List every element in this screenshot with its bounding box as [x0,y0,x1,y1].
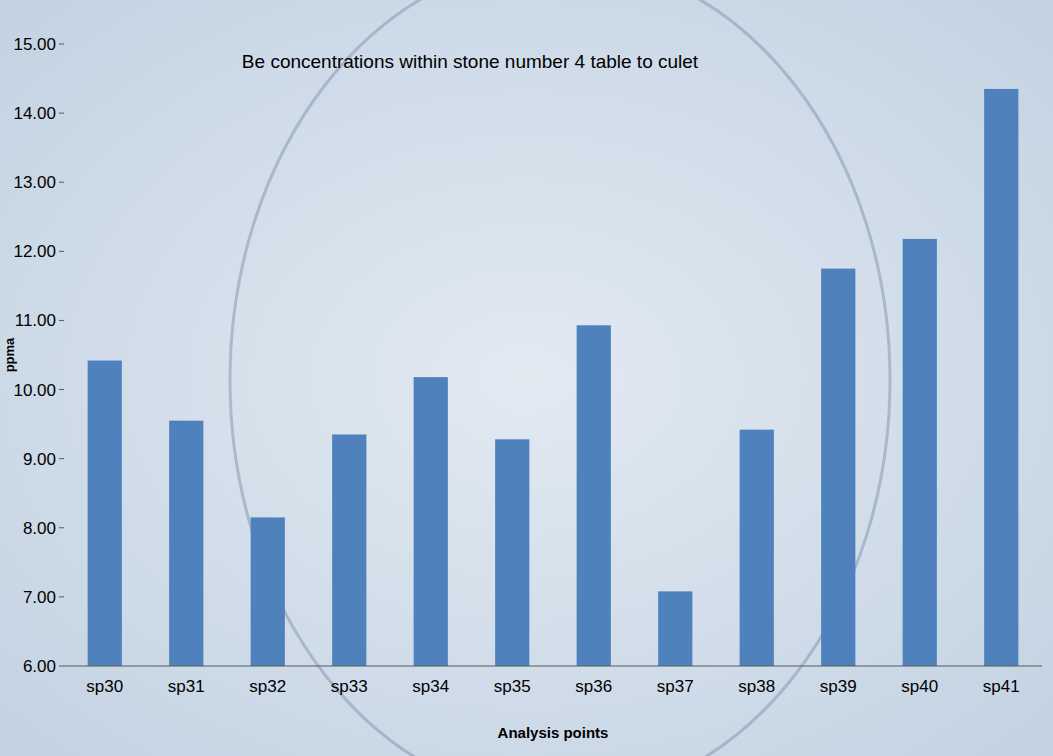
y-tick-label: 10.00 [13,381,56,400]
x-tick-label: sp38 [738,677,775,696]
bars [88,89,1019,666]
bar [332,434,366,666]
y-tick [59,458,64,459]
y-tick [59,666,64,667]
y-tick-label: 13.00 [13,173,56,192]
y-tick-label: 14.00 [13,104,56,123]
x-tick-label: sp35 [494,677,531,696]
y-tick [59,113,64,114]
x-tick-label: sp33 [331,677,368,696]
bar [577,325,611,666]
bar [658,591,692,666]
x-axis-title: Analysis points [498,724,609,741]
x-tick-label: sp30 [86,677,123,696]
x-tick-label: sp39 [820,677,857,696]
x-tick-label: sp36 [575,677,612,696]
x-tick-label: sp32 [249,677,286,696]
x-tick-label: sp31 [168,677,205,696]
bar [740,430,774,666]
bar [903,239,937,666]
bar [251,517,285,666]
x-tick-label: sp34 [412,677,449,696]
y-tick [59,527,64,528]
y-tick [59,182,64,183]
bar [414,377,448,666]
y-tick-label: 15.00 [13,35,56,54]
y-tick [59,320,64,321]
bar [169,421,203,666]
chart: 6.00 7.00 8.00 9.00 10.00 11.00 12.00 13.00 14.0… [0,0,1053,756]
y-tick-label: 6.00 [23,657,56,676]
background [0,0,1053,756]
y-tick-label: 8.00 [23,519,56,538]
y-tick-label: 7.00 [23,588,56,607]
y-tick [59,44,64,45]
stone-outline [230,0,890,756]
bar [984,89,1018,666]
x-tick-label: sp41 [983,677,1020,696]
y-tick [59,596,64,597]
bar [88,361,122,666]
y-axis-title: ppma [2,337,17,372]
y-tick-label: 9.00 [23,450,56,469]
y-tick-label: 11.00 [15,311,56,330]
y-tick-label: 12.00 [13,242,56,261]
y-tick [59,389,64,390]
bar [495,439,529,666]
y-tick [59,251,64,252]
x-axis [64,666,1042,667]
bar [821,269,855,666]
x-tick-label: sp37 [657,677,694,696]
x-tick-label: sp40 [901,677,938,696]
title: Be concentrations within stone number 4 … [242,51,699,72]
